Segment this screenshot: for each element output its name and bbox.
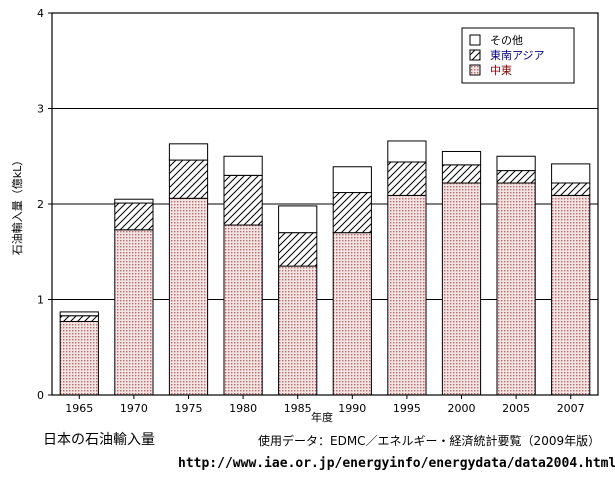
bar-segment-その他: [223, 155, 263, 176]
bar-segment-東南アジア: [168, 159, 209, 199]
bar-segment-その他: [387, 140, 427, 163]
legend-swatch: [469, 34, 481, 46]
legend-label: 東南アジア: [490, 49, 545, 62]
bar-segment-その他: [114, 198, 154, 204]
x-tick-label: 1980: [229, 402, 257, 415]
bar-segment-中東: [59, 320, 99, 396]
legend-box: [461, 27, 575, 84]
bar-segment-中東: [441, 182, 482, 396]
bar-segment-東南アジア: [551, 182, 591, 196]
bar-segment-東南アジア: [59, 315, 99, 322]
stacked-bar-chart: 0 1 2 3 4 1965 1970 1975 1980 1985 1990 1995 2000 200…: [10, 7, 599, 424]
bar-segment-その他: [496, 155, 536, 172]
bar-segment-その他: [551, 163, 591, 184]
data-source-note: 使用データ：EDMC／エネルギー・経済統計要覧（2009年版）: [258, 434, 601, 448]
bar-segment-東南アジア: [387, 161, 427, 196]
axes: 0 1 2 3 4 1965 1970 1975 1980 1985 1990 1995 2000 200…: [37, 7, 599, 415]
legend-swatch: [469, 49, 481, 61]
bar-segment-中東: [278, 265, 318, 396]
x-axis-label: 年度: [311, 410, 333, 424]
x-tick-label: 1995: [393, 402, 421, 415]
x-tick-label: 2000: [448, 402, 476, 415]
x-tick-label: 2007: [557, 402, 585, 415]
bar-segment-中東: [332, 232, 372, 396]
plot-frame: [51, 12, 599, 396]
bar-segment-中東: [223, 224, 263, 396]
bar-segment-中東: [168, 197, 209, 396]
bar-segment-東南アジア: [114, 202, 154, 231]
y-tick-label: 3: [37, 103, 44, 116]
chart-caption: 日本の石油輸入量: [43, 432, 155, 448]
legend-label: 中東: [490, 64, 512, 77]
y-tick-label: 4: [37, 7, 44, 20]
bar-segment-中東: [551, 194, 591, 396]
bar-segment-中東: [496, 182, 536, 396]
y-tick-label: 0: [37, 389, 44, 402]
legend-swatch: [469, 64, 481, 76]
y-axis-label: 石油輸入量（億kL）: [10, 155, 24, 256]
bar-segment-その他: [278, 205, 318, 234]
bar-segment-東南アジア: [223, 174, 263, 226]
x-tick-label: 1975: [175, 402, 203, 415]
x-tick-label: 1970: [120, 402, 148, 415]
bar-segment-その他: [59, 311, 99, 317]
bar-segment-東南アジア: [496, 170, 536, 184]
legend-label: その他: [490, 34, 523, 47]
bar-segment-その他: [332, 166, 372, 194]
y-tick-label: 1: [37, 294, 44, 307]
bars: [59, 140, 591, 396]
bar-segment-東南アジア: [441, 164, 482, 184]
source-url: http://www.iae.or.jp/energyinfo/energyda…: [178, 456, 615, 471]
x-tick-label: 2005: [502, 402, 530, 415]
bar-segment-その他: [441, 150, 482, 166]
bar-segment-東南アジア: [278, 232, 318, 267]
bar-segment-中東: [114, 229, 154, 396]
x-tick-label: 1965: [65, 402, 93, 415]
x-tick-label: 1985: [284, 402, 312, 415]
x-tick-label: 1990: [338, 402, 366, 415]
bar-segment-東南アジア: [332, 192, 372, 234]
bar-segment-その他: [168, 143, 209, 161]
bar-segment-中東: [387, 194, 427, 396]
y-tick-label: 2: [37, 198, 44, 211]
